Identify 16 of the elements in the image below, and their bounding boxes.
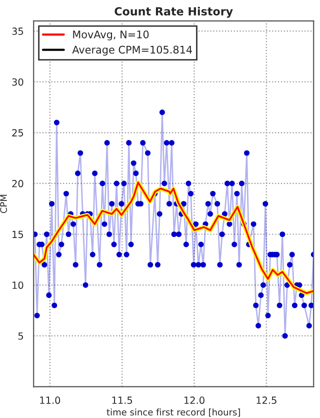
x-tick-label: 11.0 <box>40 396 60 404</box>
y-tick-label: 35 <box>12 28 24 35</box>
x-axis-title: time since first record [hours] <box>106 408 240 417</box>
legend-label: Average CPM=105.814 <box>72 46 192 56</box>
legend-label: MovAvg, N=10 <box>73 30 149 40</box>
chart-title: Count Rate History <box>114 6 233 18</box>
y-tick-label: 25 <box>12 129 24 136</box>
y-tick-label: 5 <box>18 332 24 340</box>
x-tick-label: 11.5 <box>112 396 132 404</box>
y-tick-label: 15 <box>12 230 24 238</box>
y-tick-label: 30 <box>12 78 24 86</box>
y-axis-title: CPM <box>0 194 7 214</box>
y-tick-label: 10 <box>12 282 24 289</box>
x-tick-label: 12.5 <box>256 396 276 404</box>
y-tick-label: 20 <box>12 180 24 188</box>
x-tick-label: 12.0 <box>184 396 204 404</box>
